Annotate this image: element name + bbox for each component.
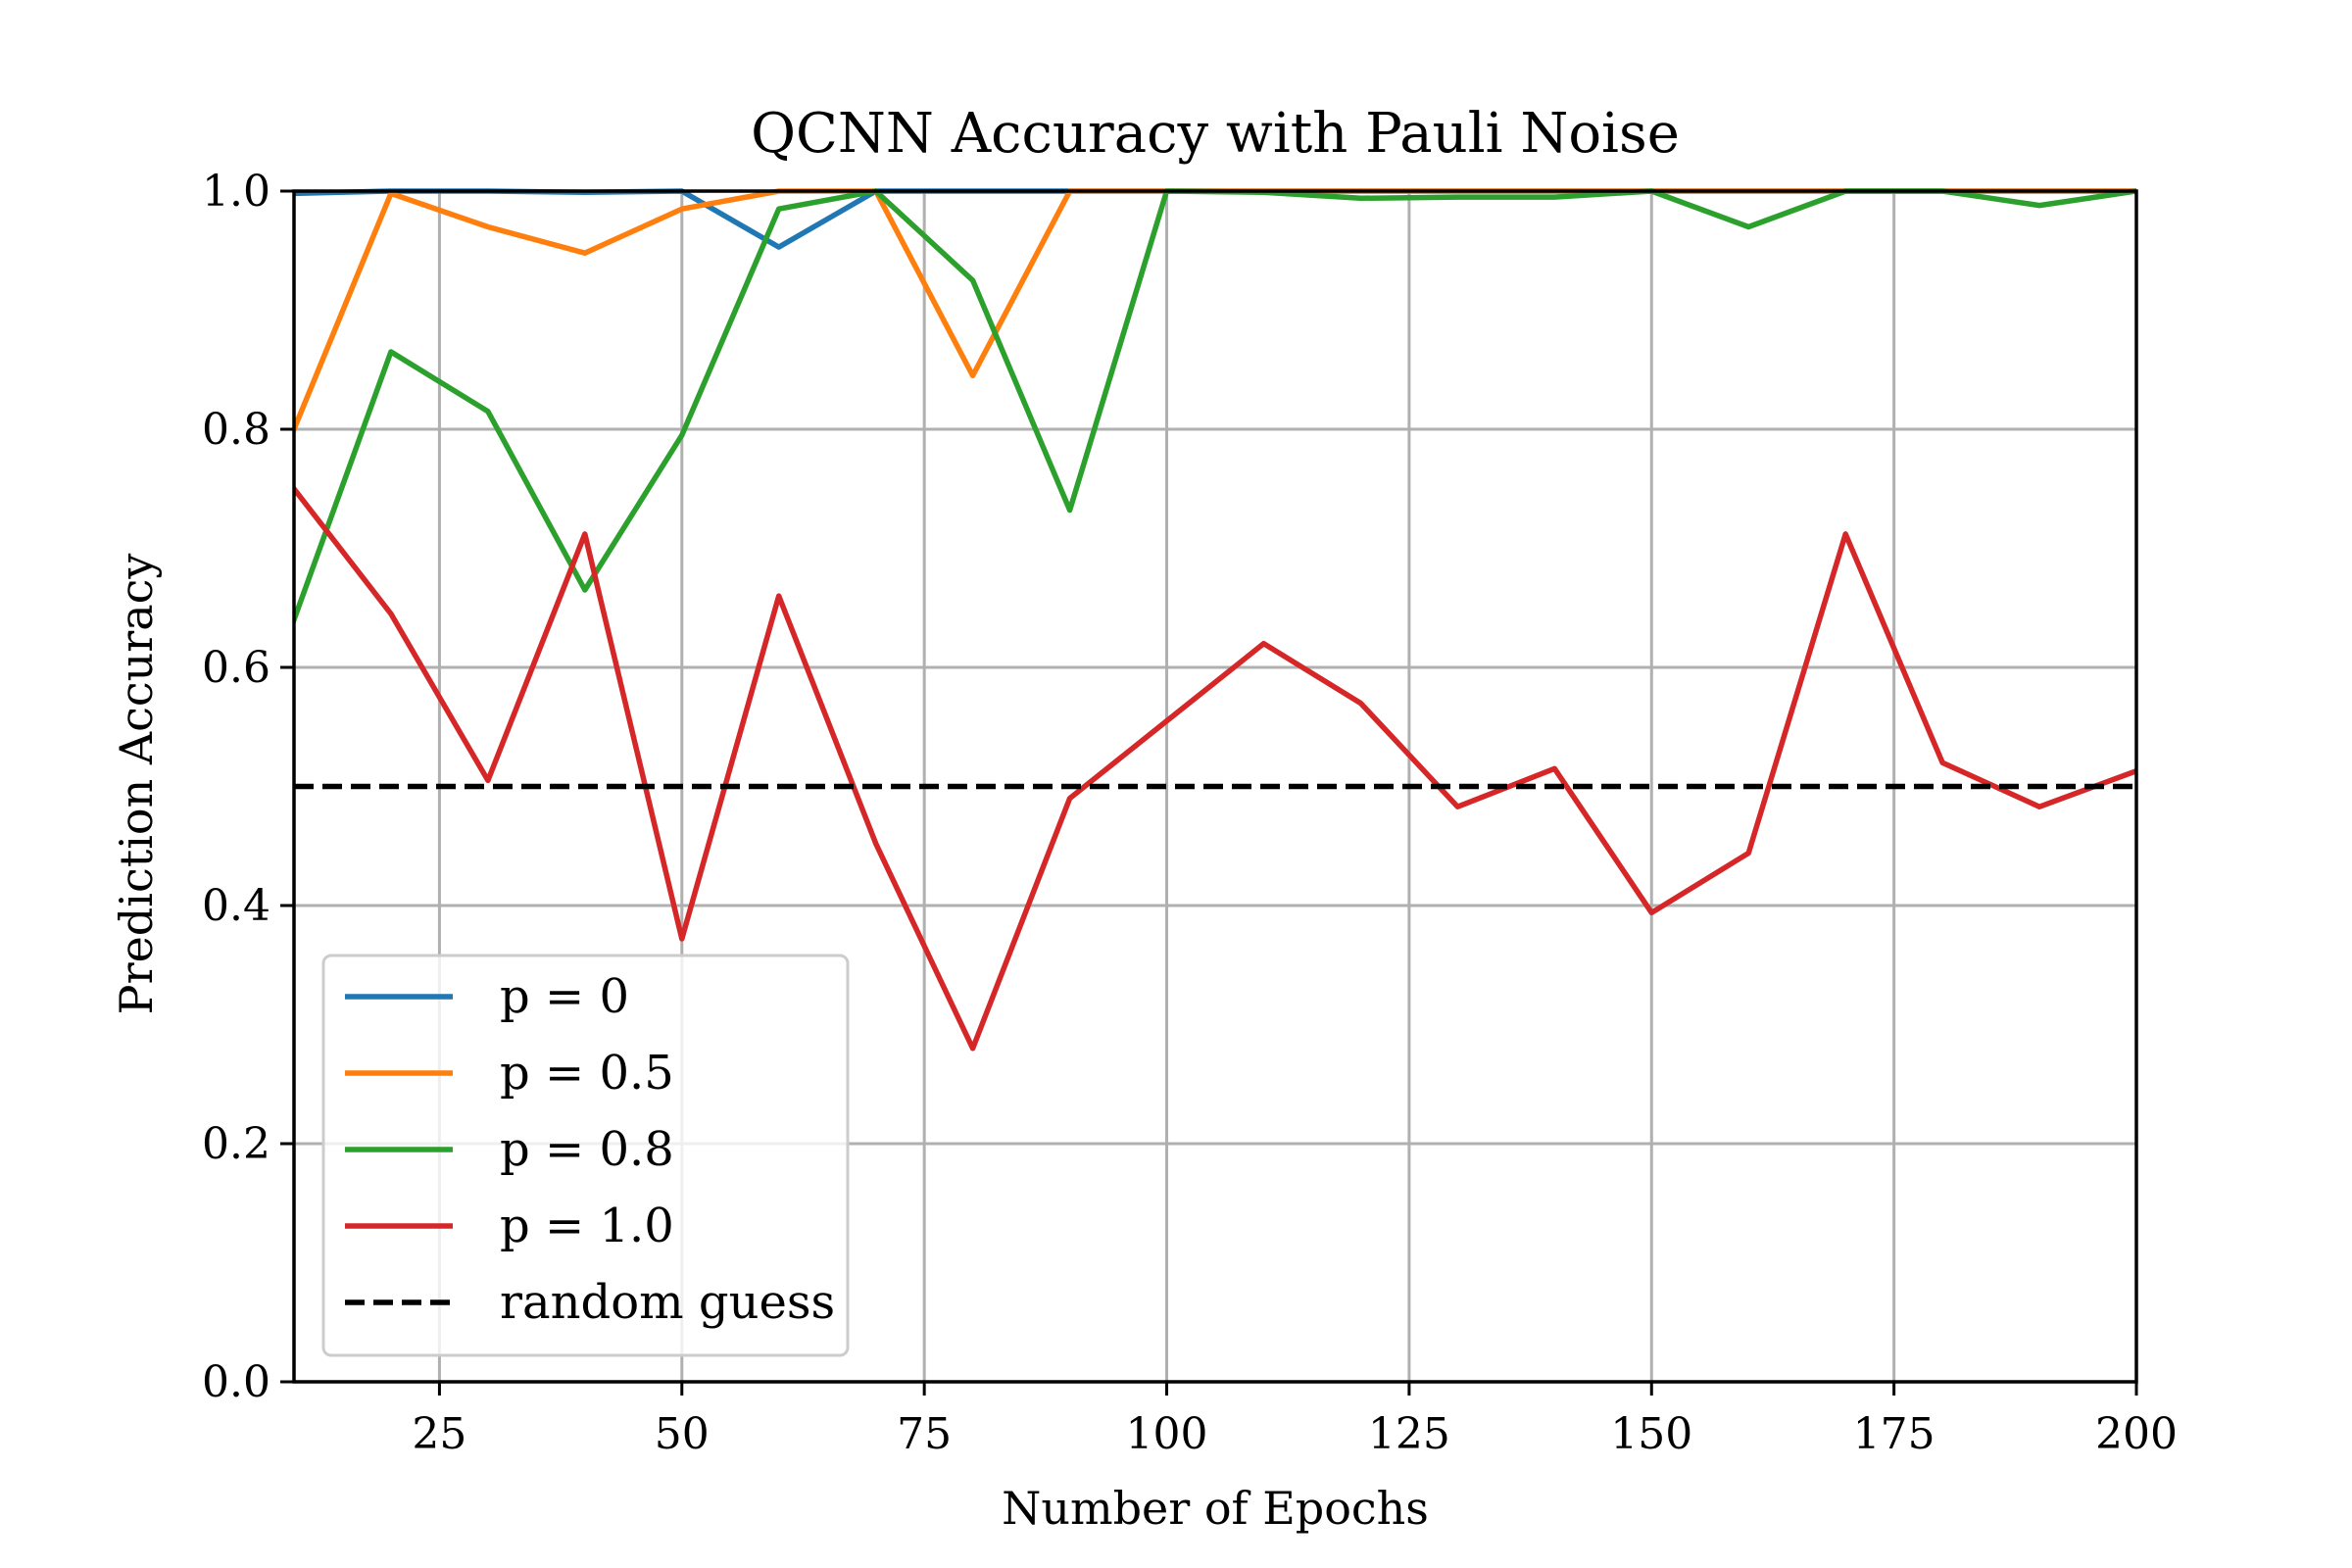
legend-label: random guess [500,1275,835,1330]
y-tick-label: 0.6 [202,643,270,693]
legend: p = 0 p = 0.5 p = 0.8 p = 1.0 random guess [321,954,850,1357]
y-tick-label: 0.4 [202,881,270,931]
y-tick-label: 0.8 [202,405,270,455]
series-line-4 [294,484,2136,1052]
plot-frame [292,189,2138,1384]
series-line-1 [294,188,2136,250]
legend-label: p = 0 [500,969,629,1024]
x-tick-label: 150 [1610,1409,1692,1459]
x-axis-label: Number of Epochs [1002,1482,1429,1535]
x-tick-label: 75 [897,1409,952,1459]
plot-area [294,188,2136,1052]
legend-box [321,954,850,1357]
x-tick-label: 125 [1368,1409,1450,1459]
y-axis-label: Prediction Accuracy [110,554,163,1015]
x-tick-label: 25 [412,1409,466,1459]
series-line-3 [294,188,2136,623]
x-tick-label: 175 [1853,1409,1936,1459]
y-tick-label: 0.0 [202,1357,270,1407]
y-axis: 0.0 0.2 0.4 0.6 0.8 1.0 [202,167,294,1407]
y-tick-label: 0.2 [202,1119,270,1169]
series-line-2 [294,188,2136,433]
x-tick-label: 50 [655,1409,710,1459]
legend-label: p = 0.8 [500,1122,674,1177]
chart-title: QCNN Accuracy with Pauli Noise [751,102,1680,166]
series-group [294,188,2136,1052]
x-tick-label: 100 [1126,1409,1208,1459]
x-axis: 25 50 75 100 125 150 175 200 [412,1382,2178,1459]
y-tick-label: 1.0 [202,167,270,217]
legend-label: p = 1.0 [500,1199,674,1253]
legend-label: p = 0.5 [500,1046,674,1101]
x-tick-label: 200 [2095,1409,2178,1459]
